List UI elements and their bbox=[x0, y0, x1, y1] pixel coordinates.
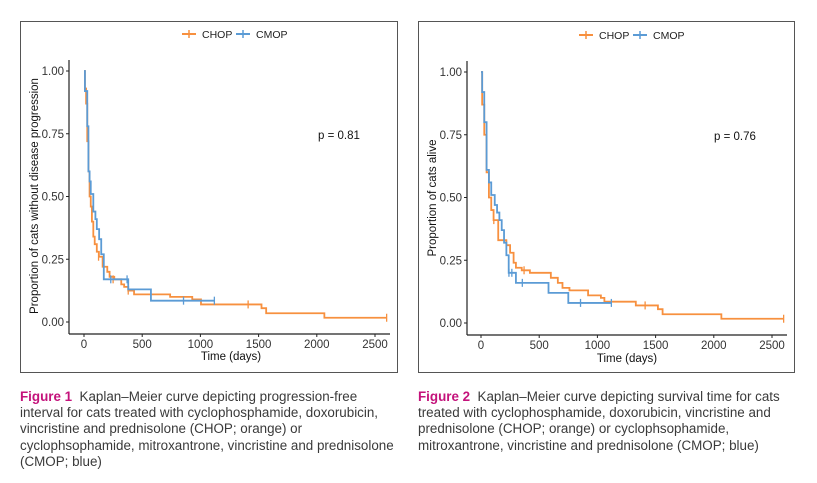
series-line-chop bbox=[481, 71, 784, 320]
p-value-annotation: p = 0.76 bbox=[714, 131, 756, 143]
x-tick-label: 2500 bbox=[759, 340, 785, 352]
y-tick-label: 0.75 bbox=[42, 129, 64, 141]
x-tick-label: 0 bbox=[478, 340, 484, 352]
y-axis-title: Proportion of cats alive bbox=[427, 140, 439, 257]
chart-figure-1: Proportion of cats without disease progr… bbox=[29, 29, 390, 363]
x-tick-label: 1000 bbox=[188, 339, 214, 351]
x-tick-label: 1500 bbox=[246, 339, 272, 351]
x-tick-label: 2000 bbox=[304, 339, 330, 351]
figure-1-caption: Figure 1 Kaplan–Meier curve depicting pr… bbox=[20, 389, 400, 470]
figure-2-caption-text: Kaplan–Meier curve depicting survival ti… bbox=[418, 389, 780, 453]
x-axis-title: Time (days) bbox=[201, 351, 261, 363]
series-line-chop bbox=[84, 70, 387, 319]
y-tick-label: 0.75 bbox=[440, 130, 462, 142]
y-tick-label: 0.00 bbox=[440, 318, 462, 330]
x-tick-label: 2500 bbox=[362, 339, 388, 351]
series-line-cmop bbox=[84, 70, 215, 302]
y-tick-label: 0.25 bbox=[440, 255, 462, 267]
figure-1-label: Figure 1 bbox=[20, 389, 73, 404]
figure-2-panel bbox=[418, 21, 795, 373]
figure-1-panel bbox=[20, 21, 398, 373]
x-tick-label: 1000 bbox=[585, 340, 611, 352]
legend: CHOP CMOP bbox=[182, 29, 288, 41]
p-value-annotation: p = 0.81 bbox=[318, 130, 360, 142]
y-tick-label: 1.00 bbox=[42, 66, 64, 78]
x-tick-label: 500 bbox=[530, 340, 549, 352]
legend-chop-label: CHOP bbox=[202, 29, 232, 41]
legend-cmop-label: CMOP bbox=[256, 29, 288, 41]
figure-2-caption: Figure 2 Kaplan–Meier curve depicting su… bbox=[418, 389, 798, 454]
legend: CHOP CMOP bbox=[579, 30, 685, 42]
x-tick-label: 0 bbox=[81, 339, 87, 351]
y-tick-label: 1.00 bbox=[440, 67, 462, 79]
y-tick-label: 0.25 bbox=[42, 254, 64, 266]
y-axis-title: Proportion of cats without disease progr… bbox=[29, 78, 41, 314]
x-axis-title: Time (days) bbox=[597, 353, 657, 365]
legend-chop-label: CHOP bbox=[599, 30, 629, 42]
figure-2-label: Figure 2 bbox=[418, 389, 471, 404]
y-tick-label: 0.00 bbox=[42, 317, 64, 329]
x-tick-label: 1500 bbox=[643, 340, 669, 352]
series-line-cmop bbox=[481, 71, 612, 304]
y-tick-label: 0.50 bbox=[42, 192, 64, 204]
x-tick-label: 2000 bbox=[701, 340, 727, 352]
chart-figure-2: Proportion of cats alive Time (days) p =… bbox=[427, 30, 787, 365]
x-tick-label: 500 bbox=[133, 339, 152, 351]
figure-1-caption-text: Kaplan–Meier curve depicting progression… bbox=[20, 389, 394, 469]
legend-cmop-label: CMOP bbox=[653, 30, 685, 42]
y-tick-label: 0.50 bbox=[440, 193, 462, 205]
